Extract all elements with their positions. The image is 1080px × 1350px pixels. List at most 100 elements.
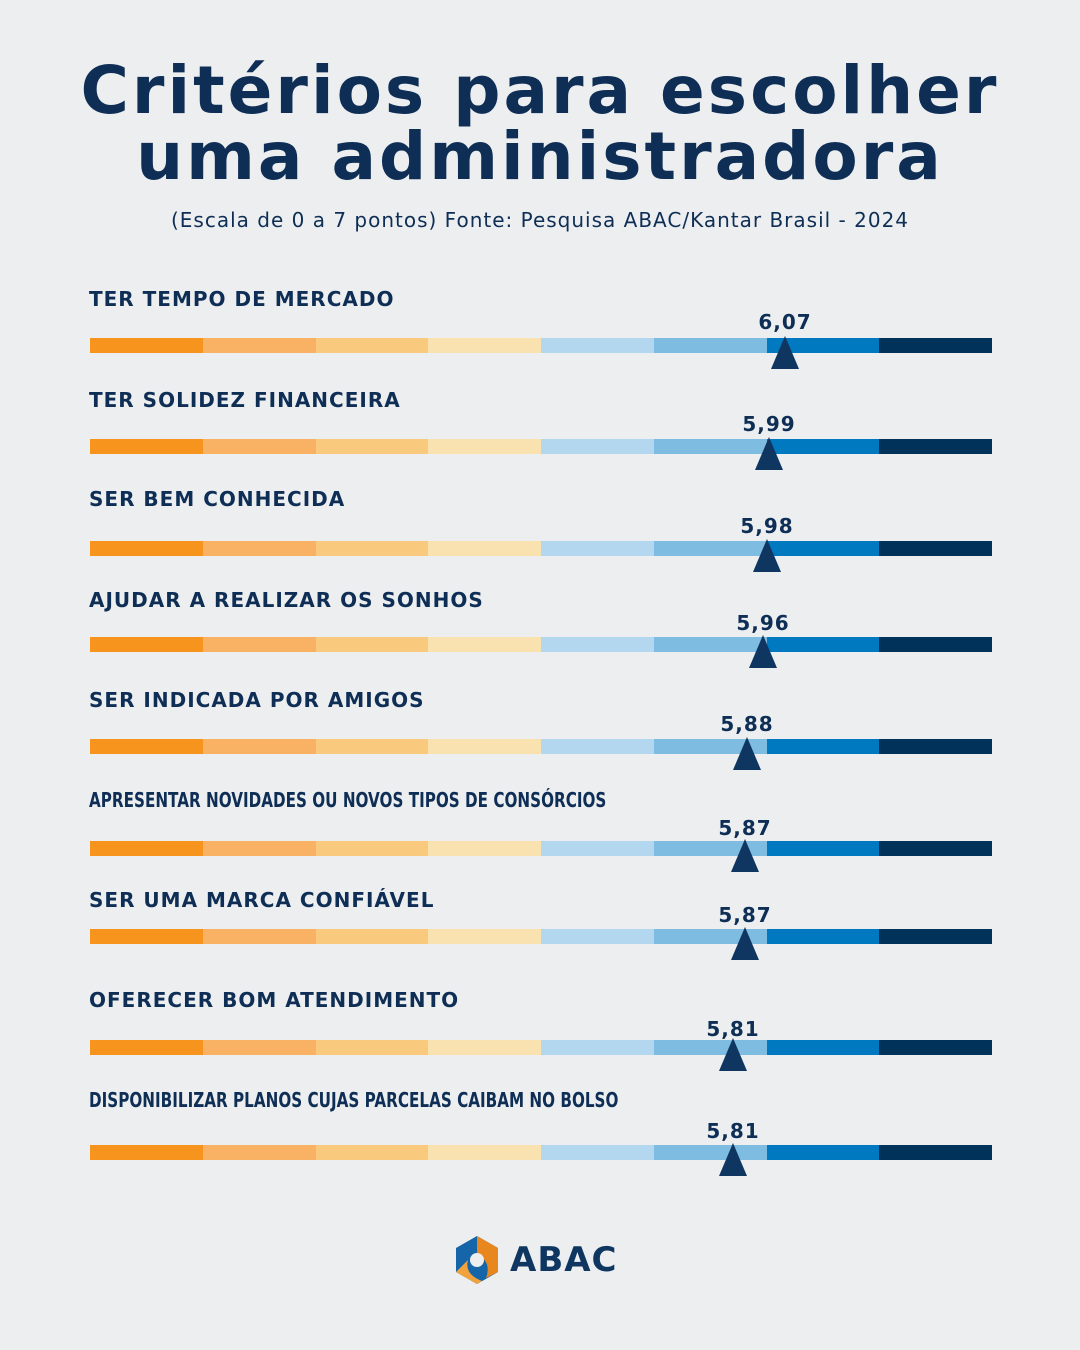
scale-segment xyxy=(90,739,203,754)
value-marker xyxy=(731,839,759,872)
scale-segment xyxy=(202,439,316,454)
category-label: OFERECER BOM ATENDIMENTO xyxy=(89,988,460,1012)
scale-segment xyxy=(766,1040,880,1055)
scale-segment xyxy=(879,338,992,353)
scale-segment xyxy=(879,439,992,454)
value-marker xyxy=(733,737,761,770)
scale-segment xyxy=(90,439,203,454)
scale-segment xyxy=(653,541,767,556)
value-label: 5,81 xyxy=(706,1017,760,1041)
subtitle: (Escala de 0 a 7 pontos) Fonte: Pesquisa… xyxy=(170,208,910,232)
scale-segment xyxy=(541,1040,654,1055)
scale-segment xyxy=(879,929,992,944)
value-label: 5,96 xyxy=(736,611,790,635)
scale-bar xyxy=(90,637,992,652)
scale-bar xyxy=(90,338,992,353)
scale-segment xyxy=(766,1145,880,1160)
scale-segment xyxy=(766,841,880,856)
scale-segment xyxy=(879,541,992,556)
scale-segment xyxy=(315,541,429,556)
scale-segment xyxy=(653,439,767,454)
category-label: SER INDICADA POR AMIGOS xyxy=(89,688,425,712)
scale-segment xyxy=(90,1145,203,1160)
scale-segment xyxy=(428,1040,541,1055)
scale-segment xyxy=(766,637,880,652)
scale-segment xyxy=(315,841,429,856)
scale-bar xyxy=(90,739,992,754)
scale-bar xyxy=(90,1040,992,1055)
scale-bar xyxy=(90,439,992,454)
value-marker xyxy=(753,539,781,572)
value-marker xyxy=(749,635,777,668)
abac-logo-icon xyxy=(456,1236,498,1284)
scale-bar xyxy=(90,929,992,944)
scale-segment xyxy=(315,439,429,454)
scale-segment xyxy=(879,739,992,754)
scale-segment xyxy=(541,338,654,353)
value-marker xyxy=(771,336,799,369)
category-label: DISPONIBILIZAR PLANOS CUJAS PARCELAS CAI… xyxy=(89,1088,619,1112)
title-line-2: uma administradora xyxy=(136,118,944,195)
scale-segment xyxy=(541,439,654,454)
scale-segment xyxy=(90,929,203,944)
scale-bar xyxy=(90,841,992,856)
scale-segment xyxy=(202,1145,316,1160)
value-label: 6,07 xyxy=(758,310,812,334)
scale-segment xyxy=(90,1040,203,1055)
scale-segment xyxy=(766,439,880,454)
scale-segment xyxy=(541,739,654,754)
scale-segment xyxy=(541,1145,654,1160)
scale-segment xyxy=(541,541,654,556)
scale-segment xyxy=(541,929,654,944)
scale-segment xyxy=(428,338,541,353)
value-label: 5,99 xyxy=(742,412,796,436)
scale-segment xyxy=(90,541,203,556)
scale-segment xyxy=(315,338,429,353)
value-marker xyxy=(719,1143,747,1176)
scale-segment xyxy=(315,739,429,754)
scale-segment xyxy=(428,439,541,454)
scale-segment xyxy=(879,637,992,652)
value-label: 5,88 xyxy=(720,712,774,736)
scale-segment xyxy=(653,338,767,353)
scale-segment xyxy=(315,929,429,944)
scale-segment xyxy=(541,637,654,652)
scale-segment xyxy=(202,637,316,652)
scale-bar xyxy=(90,1145,992,1160)
scale-segment xyxy=(428,929,541,944)
scale-segment xyxy=(428,739,541,754)
scale-segment xyxy=(90,338,203,353)
scale-segment xyxy=(541,841,654,856)
scale-segment xyxy=(315,1145,429,1160)
scale-segment xyxy=(653,1040,767,1055)
scale-segment xyxy=(202,739,316,754)
category-label: APRESENTAR NOVIDADES OU NOVOS TIPOS DE C… xyxy=(89,788,607,812)
scale-segment xyxy=(428,637,541,652)
category-label: SER BEM CONHECIDA xyxy=(89,487,346,511)
value-marker xyxy=(731,927,759,960)
category-label: TER SOLIDEZ FINANCEIRA xyxy=(89,388,401,412)
scale-segment xyxy=(202,841,316,856)
page-title: Critérios para escolher uma administrado… xyxy=(0,58,1080,190)
category-label: TER TEMPO DE MERCADO xyxy=(89,287,395,311)
abac-logo: ABAC xyxy=(452,1234,618,1286)
scale-segment xyxy=(428,541,541,556)
scale-segment xyxy=(766,541,880,556)
scale-segment xyxy=(202,541,316,556)
scale-segment xyxy=(202,929,316,944)
scale-segment xyxy=(766,739,880,754)
value-label: 5,81 xyxy=(706,1119,760,1143)
value-label: 5,87 xyxy=(718,903,772,927)
scale-segment xyxy=(428,841,541,856)
value-label: 5,98 xyxy=(740,514,794,538)
scale-bar xyxy=(90,541,992,556)
value-marker xyxy=(755,437,783,470)
scale-segment xyxy=(202,1040,316,1055)
title-line-1: Critérios para escolher xyxy=(80,52,1000,129)
logo-text: ABAC xyxy=(510,1240,618,1280)
scale-segment xyxy=(879,1145,992,1160)
category-label: SER UMA MARCA CONFIÁVEL xyxy=(89,888,435,912)
scale-segment xyxy=(315,637,429,652)
scale-segment xyxy=(653,637,767,652)
